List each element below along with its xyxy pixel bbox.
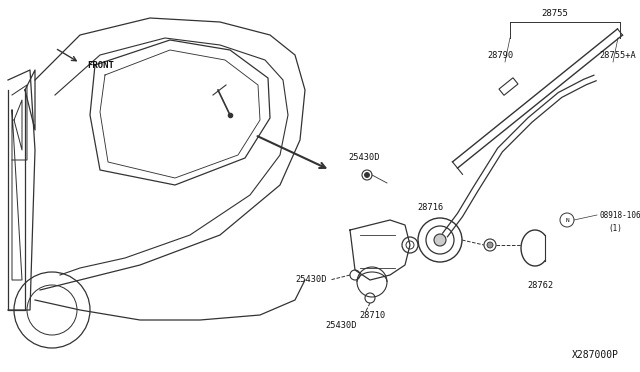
Text: X287000P: X287000P bbox=[572, 350, 618, 360]
Bar bbox=[499, 78, 518, 95]
Text: 28755: 28755 bbox=[541, 10, 568, 19]
Text: 28762: 28762 bbox=[527, 282, 553, 291]
Text: FRONT: FRONT bbox=[87, 61, 114, 70]
Text: 28716: 28716 bbox=[417, 203, 443, 212]
Text: 28710: 28710 bbox=[359, 311, 385, 320]
Text: 28755+A: 28755+A bbox=[600, 51, 636, 60]
Text: 25430D: 25430D bbox=[295, 276, 326, 285]
Text: 25430D: 25430D bbox=[325, 321, 356, 330]
Circle shape bbox=[365, 173, 369, 177]
Circle shape bbox=[434, 234, 446, 246]
Circle shape bbox=[487, 242, 493, 248]
Text: (1): (1) bbox=[608, 224, 622, 232]
Text: 25430D: 25430D bbox=[348, 154, 380, 163]
Text: 28790: 28790 bbox=[487, 51, 513, 60]
Text: 08918-10610: 08918-10610 bbox=[600, 211, 640, 219]
Text: N: N bbox=[565, 218, 569, 222]
